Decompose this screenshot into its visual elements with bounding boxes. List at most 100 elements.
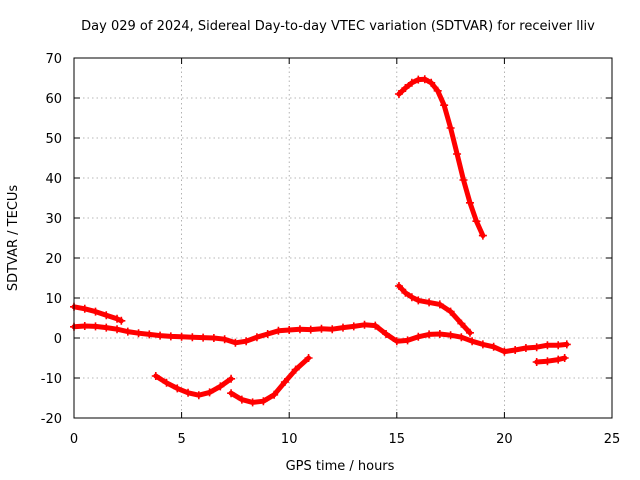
data-point bbox=[478, 231, 487, 240]
data-point bbox=[231, 338, 240, 347]
data-point bbox=[453, 150, 462, 158]
data-point bbox=[194, 391, 203, 400]
data-point bbox=[425, 330, 434, 339]
x-tick-label: 0 bbox=[70, 432, 78, 447]
data-point bbox=[339, 323, 347, 332]
data-point bbox=[134, 329, 143, 338]
series-dip-a bbox=[151, 372, 236, 400]
y-tick-label: 60 bbox=[45, 92, 62, 107]
data-point bbox=[465, 198, 474, 207]
data-point bbox=[427, 78, 436, 87]
x-axis-label: GPS time / hours bbox=[286, 459, 395, 474]
data-point bbox=[478, 340, 487, 349]
data-point bbox=[252, 333, 261, 342]
data-point bbox=[459, 176, 468, 184]
y-tick-label: 50 bbox=[45, 132, 62, 147]
y-tick-label: 30 bbox=[45, 212, 62, 227]
data-point bbox=[220, 335, 229, 344]
data-point bbox=[457, 319, 466, 328]
data-point bbox=[248, 398, 257, 407]
y-tick-label: -10 bbox=[41, 372, 62, 387]
x-tick-label: 20 bbox=[496, 432, 513, 447]
axes: 0 5 10 15 20 25 -20 -10 0 10 20 30 40 50 60 70 bbox=[41, 52, 621, 447]
data-point bbox=[446, 307, 455, 316]
data-point bbox=[420, 75, 429, 84]
y-tick-label: -20 bbox=[41, 412, 62, 427]
chart-title: Day 029 of 2024, Sidereal Day-to-day VTE… bbox=[81, 19, 595, 34]
series-line bbox=[153, 373, 234, 398]
series-dip-b bbox=[227, 354, 313, 407]
series-afternoon-high bbox=[394, 282, 474, 337]
data-point bbox=[173, 384, 182, 393]
data-point bbox=[177, 332, 186, 341]
series-early-high bbox=[70, 302, 126, 325]
data-point bbox=[489, 342, 498, 351]
data-point bbox=[543, 341, 552, 350]
data-point bbox=[80, 322, 89, 330]
data-point bbox=[446, 124, 455, 132]
data-point bbox=[440, 101, 449, 110]
data-point bbox=[371, 321, 380, 330]
series-line bbox=[396, 76, 486, 239]
data-point bbox=[401, 288, 410, 297]
data-point bbox=[117, 316, 126, 325]
data-point bbox=[113, 314, 122, 323]
data-point bbox=[392, 337, 401, 346]
data-point bbox=[102, 323, 111, 332]
data-point bbox=[435, 330, 444, 338]
data-point bbox=[521, 344, 530, 352]
data-point bbox=[403, 336, 412, 345]
data-point bbox=[394, 90, 403, 98]
data-point bbox=[162, 378, 171, 387]
data-point bbox=[259, 397, 268, 406]
data-point bbox=[145, 330, 154, 339]
data-point bbox=[560, 354, 569, 362]
data-point bbox=[227, 374, 236, 383]
data-point bbox=[216, 382, 225, 391]
data-point bbox=[237, 395, 246, 404]
data-point bbox=[349, 322, 358, 331]
data-point bbox=[414, 296, 423, 305]
y-tick-label: 70 bbox=[45, 52, 62, 67]
data-point bbox=[306, 325, 315, 334]
data-point bbox=[156, 331, 165, 340]
data-point bbox=[317, 324, 326, 333]
series-baseline bbox=[70, 320, 571, 356]
data-point bbox=[500, 347, 509, 356]
data-point bbox=[554, 341, 563, 350]
data-point bbox=[274, 326, 283, 335]
data-point bbox=[407, 293, 416, 302]
data-point bbox=[414, 332, 423, 341]
data-point bbox=[304, 354, 313, 362]
series-line bbox=[396, 283, 473, 336]
data-point bbox=[91, 322, 100, 331]
data-point bbox=[113, 325, 122, 334]
data-point bbox=[199, 333, 208, 342]
y-tick-label: 10 bbox=[45, 292, 62, 307]
data-point bbox=[468, 337, 477, 346]
y-tick-label: 40 bbox=[45, 172, 62, 187]
data-point bbox=[328, 325, 337, 334]
data-point bbox=[382, 330, 391, 338]
data-point bbox=[151, 372, 160, 380]
data-point bbox=[360, 320, 369, 329]
x-tick-label: 5 bbox=[177, 432, 185, 447]
data-point bbox=[407, 78, 416, 87]
data-point bbox=[472, 217, 481, 226]
y-axis-label: SDTVAR / TECUs bbox=[6, 185, 21, 292]
data-point bbox=[209, 334, 218, 342]
data-point bbox=[435, 300, 444, 309]
data-point bbox=[285, 326, 294, 334]
data-point bbox=[532, 358, 541, 366]
series-dusk-extra bbox=[532, 354, 569, 366]
data-point bbox=[562, 340, 571, 349]
data-point bbox=[80, 304, 89, 313]
y-tick-label: 20 bbox=[45, 252, 62, 267]
data-point bbox=[433, 86, 442, 95]
x-tick-label: 25 bbox=[604, 432, 621, 447]
data-point bbox=[511, 346, 520, 354]
data-point bbox=[184, 388, 193, 397]
grid bbox=[74, 58, 612, 418]
data-point bbox=[227, 389, 236, 398]
data-point bbox=[291, 365, 300, 374]
